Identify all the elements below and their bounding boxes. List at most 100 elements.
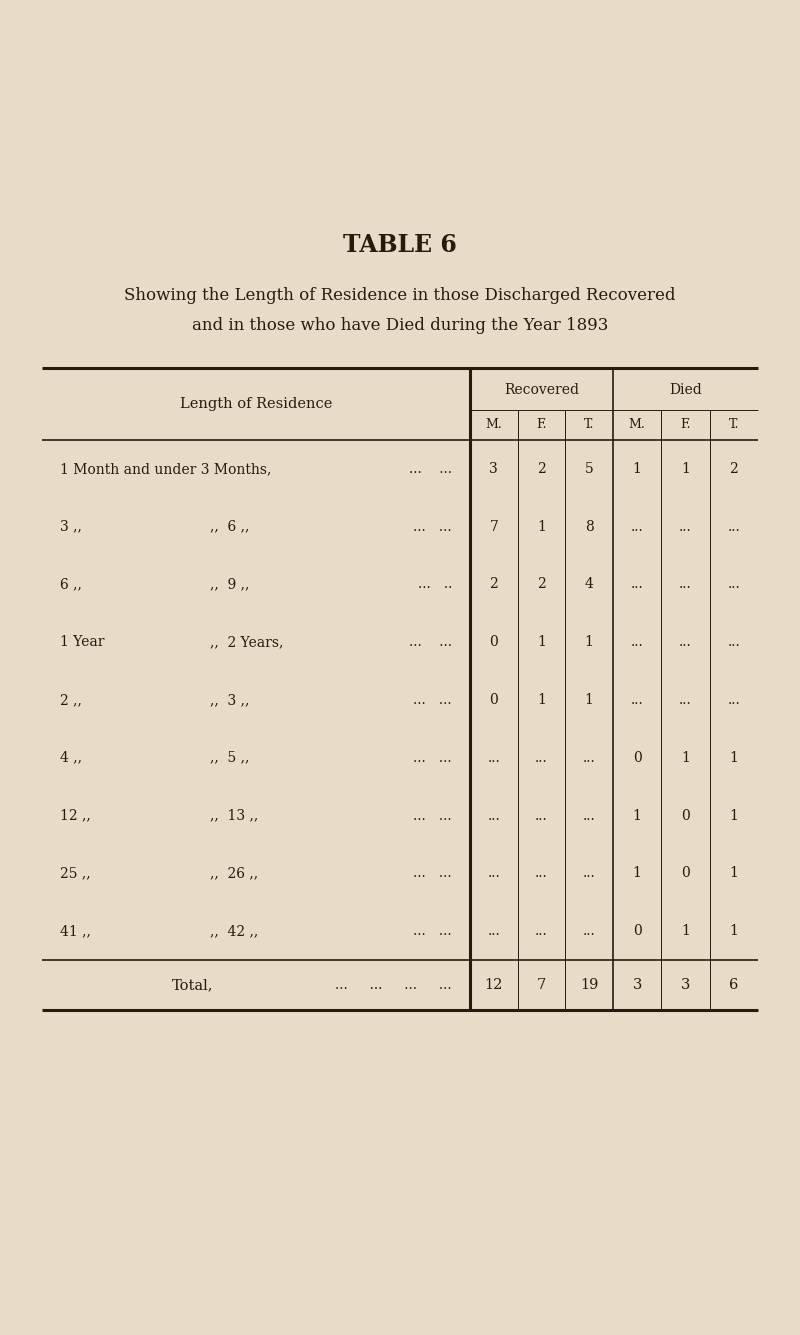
Text: ...     ...     ...     ...: ... ... ... ... bbox=[335, 979, 452, 992]
Text: ,,  42 ,,: ,, 42 ,, bbox=[210, 924, 258, 939]
Text: 0: 0 bbox=[490, 693, 498, 708]
Text: ...: ... bbox=[487, 809, 500, 822]
Text: 0: 0 bbox=[633, 750, 642, 765]
Text: ...   ...: ... ... bbox=[414, 750, 452, 765]
Text: ...   ...: ... ... bbox=[414, 866, 452, 880]
Text: 4: 4 bbox=[585, 578, 594, 591]
Text: 41 ,,: 41 ,, bbox=[60, 924, 91, 939]
Text: ,,  13 ,,: ,, 13 ,, bbox=[210, 809, 258, 822]
Text: 1: 1 bbox=[633, 462, 642, 475]
Text: ...   ...: ... ... bbox=[414, 693, 452, 708]
Text: 3 ,,: 3 ,, bbox=[60, 519, 82, 534]
Text: 1 Month and under 3 Months,: 1 Month and under 3 Months, bbox=[60, 462, 271, 475]
Text: ,,  3 ,,: ,, 3 ,, bbox=[210, 693, 250, 708]
Text: 25 ,,: 25 ,, bbox=[60, 866, 90, 880]
Text: Died: Died bbox=[669, 383, 702, 396]
Text: M.: M. bbox=[486, 418, 502, 430]
Text: Showing the Length of Residence in those Discharged Recovered: Showing the Length of Residence in those… bbox=[124, 287, 676, 303]
Text: ...: ... bbox=[679, 693, 692, 708]
Text: 3: 3 bbox=[681, 979, 690, 992]
Text: ...: ... bbox=[727, 519, 740, 534]
Text: ...: ... bbox=[630, 578, 643, 591]
Text: ...: ... bbox=[487, 924, 500, 939]
Text: ...: ... bbox=[630, 635, 643, 649]
Text: 4 ,,: 4 ,, bbox=[60, 750, 82, 765]
Text: 2: 2 bbox=[730, 462, 738, 475]
Text: ...: ... bbox=[535, 750, 548, 765]
Text: ...: ... bbox=[727, 635, 740, 649]
Text: ...: ... bbox=[630, 519, 643, 534]
Text: ...    ...: ... ... bbox=[409, 462, 452, 475]
Text: 0: 0 bbox=[633, 924, 642, 939]
Text: ...: ... bbox=[535, 924, 548, 939]
Text: ...: ... bbox=[679, 578, 692, 591]
Text: 1: 1 bbox=[633, 809, 642, 822]
Text: 6: 6 bbox=[729, 979, 738, 992]
Text: Length of Residence: Length of Residence bbox=[180, 396, 332, 411]
Text: ...: ... bbox=[679, 519, 692, 534]
Text: ,,  5 ,,: ,, 5 ,, bbox=[210, 750, 250, 765]
Text: ...   ...: ... ... bbox=[414, 924, 452, 939]
Text: 12: 12 bbox=[485, 979, 503, 992]
Text: ...: ... bbox=[535, 866, 548, 880]
Text: 1 Year: 1 Year bbox=[60, 635, 105, 649]
Text: 3: 3 bbox=[490, 462, 498, 475]
Text: 0: 0 bbox=[681, 809, 690, 822]
Text: 7: 7 bbox=[490, 519, 498, 534]
Text: ...: ... bbox=[630, 693, 643, 708]
Text: ...: ... bbox=[582, 924, 595, 939]
Text: 12 ,,: 12 ,, bbox=[60, 809, 90, 822]
Text: 2 ,,: 2 ,, bbox=[60, 693, 82, 708]
Text: ...: ... bbox=[582, 750, 595, 765]
Text: 2: 2 bbox=[490, 578, 498, 591]
Text: 8: 8 bbox=[585, 519, 594, 534]
Text: ,,  9 ,,: ,, 9 ,, bbox=[210, 578, 250, 591]
Text: 1: 1 bbox=[537, 519, 546, 534]
Text: ,,  2 Years,: ,, 2 Years, bbox=[210, 635, 283, 649]
Text: ...: ... bbox=[487, 866, 500, 880]
Text: 1: 1 bbox=[681, 462, 690, 475]
Text: 1: 1 bbox=[585, 693, 594, 708]
Text: 2: 2 bbox=[537, 462, 546, 475]
Text: 1: 1 bbox=[681, 750, 690, 765]
Text: 5: 5 bbox=[585, 462, 594, 475]
Text: T.: T. bbox=[584, 418, 594, 430]
Text: ,,  6 ,,: ,, 6 ,, bbox=[210, 519, 250, 534]
Text: ...   ...: ... ... bbox=[414, 519, 452, 534]
Text: 2: 2 bbox=[537, 578, 546, 591]
Text: 1: 1 bbox=[537, 635, 546, 649]
Text: ...   ..: ... .. bbox=[418, 578, 452, 591]
Text: 1: 1 bbox=[730, 866, 738, 880]
Text: ...: ... bbox=[535, 809, 548, 822]
Text: ...: ... bbox=[487, 750, 500, 765]
Text: ...    ...: ... ... bbox=[409, 635, 452, 649]
Text: Total,: Total, bbox=[172, 979, 214, 992]
Text: 0: 0 bbox=[681, 866, 690, 880]
Text: 19: 19 bbox=[580, 979, 598, 992]
Text: and in those who have Died during the Year 1893: and in those who have Died during the Ye… bbox=[192, 316, 608, 334]
Text: M.: M. bbox=[629, 418, 646, 430]
Text: T.: T. bbox=[729, 418, 739, 430]
Text: TABLE 6: TABLE 6 bbox=[343, 234, 457, 258]
Text: 0: 0 bbox=[490, 635, 498, 649]
Text: 1: 1 bbox=[633, 866, 642, 880]
Text: ...   ...: ... ... bbox=[414, 809, 452, 822]
Text: Recovered: Recovered bbox=[504, 383, 579, 396]
Text: 1: 1 bbox=[681, 924, 690, 939]
Text: ...: ... bbox=[727, 578, 740, 591]
Text: 7: 7 bbox=[537, 979, 546, 992]
Text: 1: 1 bbox=[730, 809, 738, 822]
Text: 3: 3 bbox=[633, 979, 642, 992]
Text: 1: 1 bbox=[585, 635, 594, 649]
Text: ...: ... bbox=[582, 866, 595, 880]
Text: ...: ... bbox=[727, 693, 740, 708]
Text: F.: F. bbox=[536, 418, 546, 430]
Text: ,,  26 ,,: ,, 26 ,, bbox=[210, 866, 258, 880]
Text: 1: 1 bbox=[730, 924, 738, 939]
Text: 6 ,,: 6 ,, bbox=[60, 578, 82, 591]
Text: ...: ... bbox=[582, 809, 595, 822]
Text: ...: ... bbox=[679, 635, 692, 649]
Text: 1: 1 bbox=[537, 693, 546, 708]
Text: 1: 1 bbox=[730, 750, 738, 765]
Text: F.: F. bbox=[680, 418, 690, 430]
